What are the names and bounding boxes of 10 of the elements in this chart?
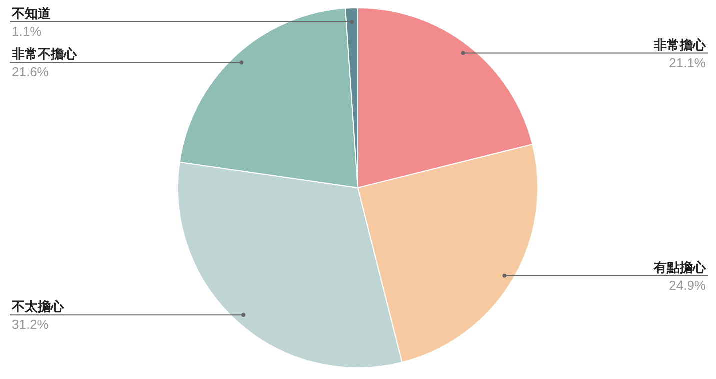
data-label: 21.1%: [669, 55, 706, 70]
data-label: 1.1%: [12, 24, 42, 39]
slice-label: 非常擔心: [653, 37, 707, 52]
slice-label: 不太擔心: [11, 299, 65, 314]
slice-label: 非常不擔心: [11, 46, 78, 62]
data-label: 21.6%: [12, 64, 50, 80]
slice-label: 有點擔心: [653, 260, 707, 275]
data-label: 31.2%: [12, 317, 50, 332]
slice-label: 不知道: [11, 6, 52, 21]
data-label: 24.9%: [669, 278, 706, 293]
